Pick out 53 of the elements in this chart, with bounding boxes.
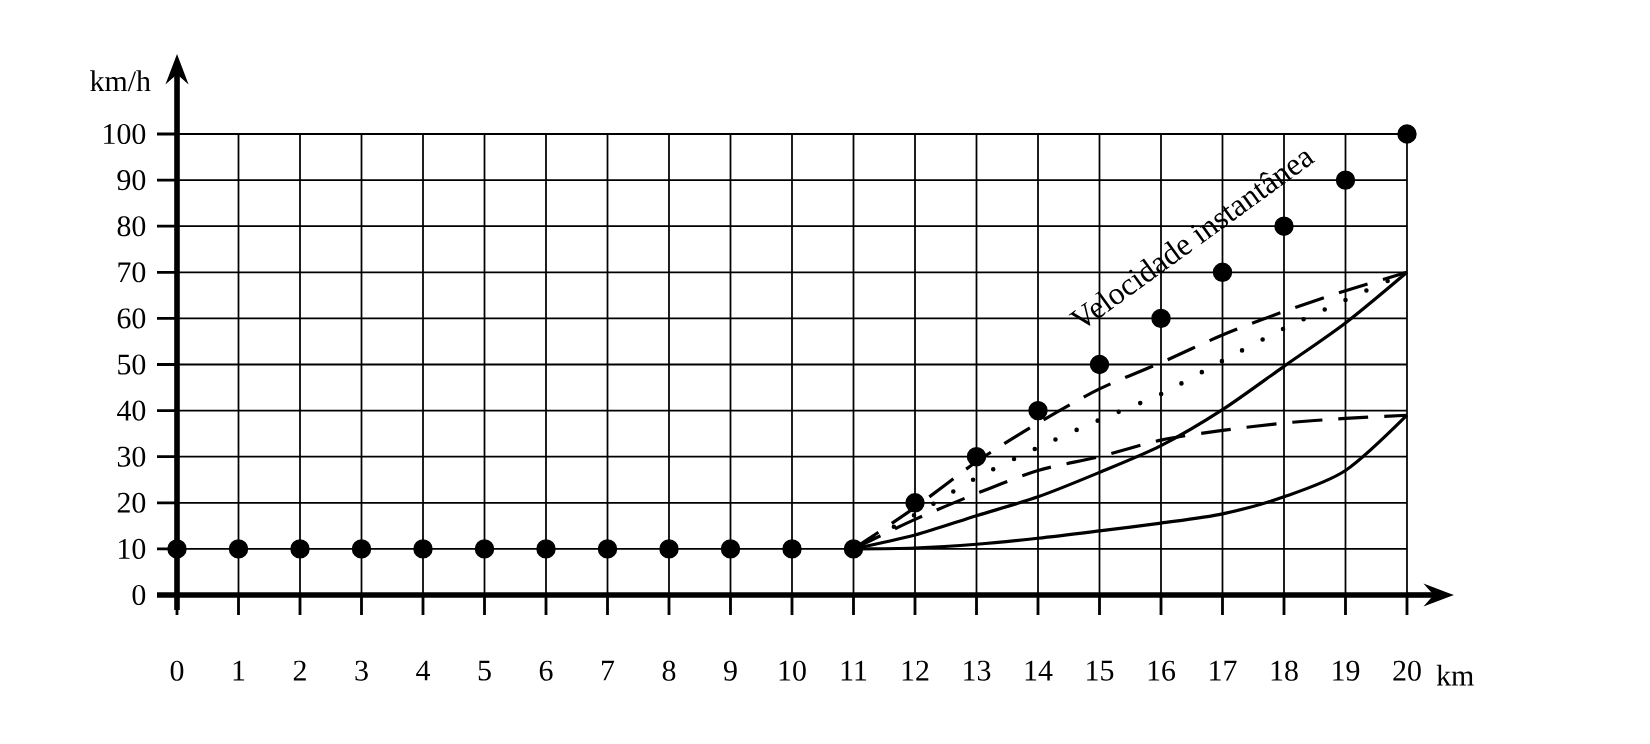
x-tick-label: 7 <box>602 660 615 681</box>
x-tick-label: 5 <box>478 660 491 681</box>
x-tick-label: 19 <box>1333 660 1360 681</box>
y-tick-label: 40 <box>117 400 146 421</box>
point <box>1089 354 1110 375</box>
y-tick-label: 0 <box>132 584 146 606</box>
point <box>351 539 372 559</box>
y-tick-label: 30 <box>117 446 146 467</box>
point <box>1212 262 1233 283</box>
x-tick-label: 1 <box>233 660 245 681</box>
x-tick-label: 2 <box>293 660 306 681</box>
x-tick-label: 9 <box>723 660 737 681</box>
x-tick-label: 16 <box>1148 660 1176 681</box>
point <box>1028 400 1048 421</box>
x-tick-label: 17 <box>1210 660 1237 681</box>
x-tick-label: 13 <box>964 660 991 681</box>
point <box>597 539 618 559</box>
x-tick-label: 14 <box>1025 660 1053 681</box>
point <box>536 539 556 559</box>
point <box>474 539 495 559</box>
point <box>905 493 925 513</box>
y-tick-label: 100 <box>104 123 146 145</box>
point <box>167 539 187 559</box>
x-tick-label: 4 <box>416 660 431 681</box>
x-tick-label: 18 <box>1271 660 1298 681</box>
y-tick-label: 80 <box>117 216 146 237</box>
x-tick-label: 15 <box>1087 660 1114 681</box>
y-tick-label: 60 <box>117 308 146 329</box>
x-tick-label: 0 <box>170 660 184 681</box>
x-tick-label: 12 <box>902 660 929 681</box>
x-tick-label: 6 <box>539 660 553 681</box>
x-tick-label: 8 <box>662 660 676 681</box>
point <box>228 539 249 559</box>
x-tick-label: 11 <box>841 660 867 681</box>
point <box>720 539 741 559</box>
x-tick-label: 3 <box>355 660 368 681</box>
point <box>290 539 310 559</box>
y-tick-label: 90 <box>117 170 146 191</box>
x-axis-title: km <box>1436 664 1474 686</box>
point <box>782 539 802 559</box>
point <box>966 447 987 467</box>
point <box>413 539 433 559</box>
x-tick-label: 10 <box>779 660 806 681</box>
point <box>659 539 679 559</box>
y-tick-label: 50 <box>118 354 146 375</box>
y-tick-label: 20 <box>117 492 146 513</box>
x-tick-label: 20 <box>1393 660 1421 681</box>
point <box>1397 124 1417 144</box>
y-tick-label: 70 <box>118 262 146 283</box>
point <box>843 539 864 559</box>
point <box>1335 170 1356 190</box>
y-tick-label: 10 <box>119 538 146 559</box>
y-axis-title: km/h <box>90 70 151 92</box>
